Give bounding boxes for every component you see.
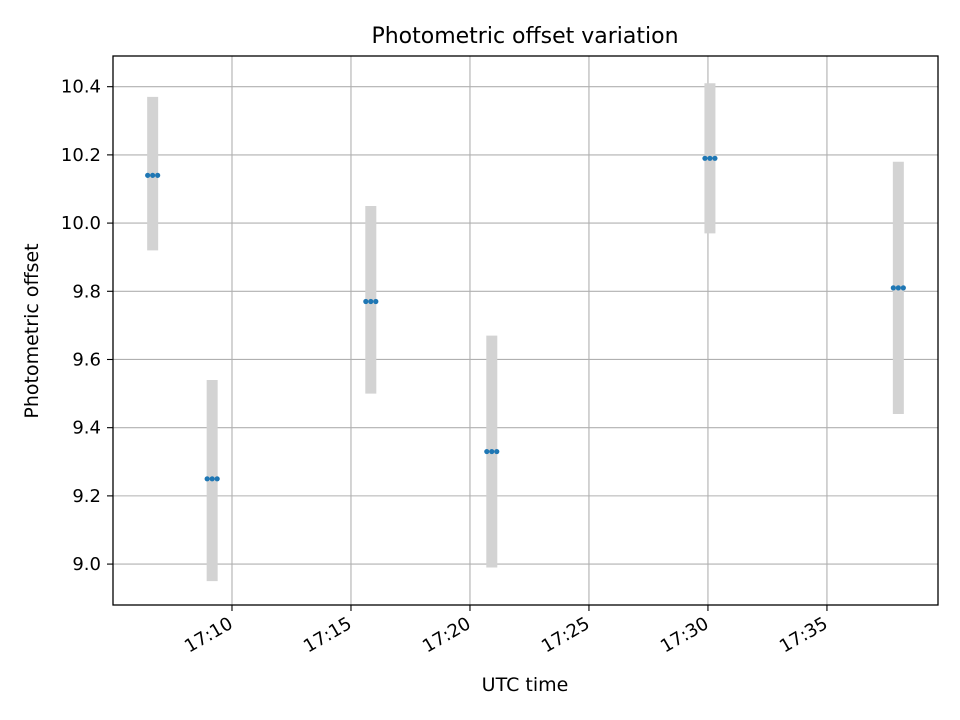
data-point-marker	[204, 476, 210, 482]
plot-area-frame	[112, 55, 939, 606]
data-markers	[145, 155, 906, 482]
chart-title: Photometric offset variation	[371, 24, 678, 49]
data-point-marker	[155, 172, 161, 178]
y-axis-label: Photometric offset	[21, 243, 43, 418]
y-tick-label: 9.6	[72, 349, 101, 370]
data-point-marker	[209, 476, 215, 482]
data-point-marker	[484, 448, 490, 455]
data-point-marker	[145, 172, 151, 178]
y-tick-label: 9.0	[72, 554, 101, 575]
data-point-marker	[489, 448, 495, 455]
data-point-marker	[368, 298, 374, 305]
data-point-marker	[150, 172, 156, 178]
grid-lines	[113, 56, 938, 605]
y-axis-ticks: 9.0 9.2 9.4 9.6 9.8 10.0 10.2 10.4	[61, 77, 113, 575]
data-point-marker	[494, 448, 500, 455]
data-point-marker	[702, 155, 708, 161]
data-point-marker	[895, 285, 901, 291]
y-tick-label: 10.2	[61, 145, 101, 166]
data-point-marker	[712, 155, 718, 161]
data-point-marker	[890, 285, 896, 291]
y-tick-label: 9.8	[72, 281, 101, 302]
data-point-marker	[900, 285, 906, 291]
y-tick-label: 9.2	[72, 486, 101, 507]
x-axis-label: UTC time	[482, 674, 569, 696]
y-tick-label: 10.4	[61, 77, 101, 98]
data-point-marker	[214, 476, 220, 482]
data-point-marker	[707, 155, 713, 161]
y-tick-label: 10.0	[61, 213, 101, 234]
y-tick-label: 9.4	[72, 418, 101, 439]
data-point-marker	[373, 298, 379, 305]
data-point-marker	[363, 298, 369, 305]
